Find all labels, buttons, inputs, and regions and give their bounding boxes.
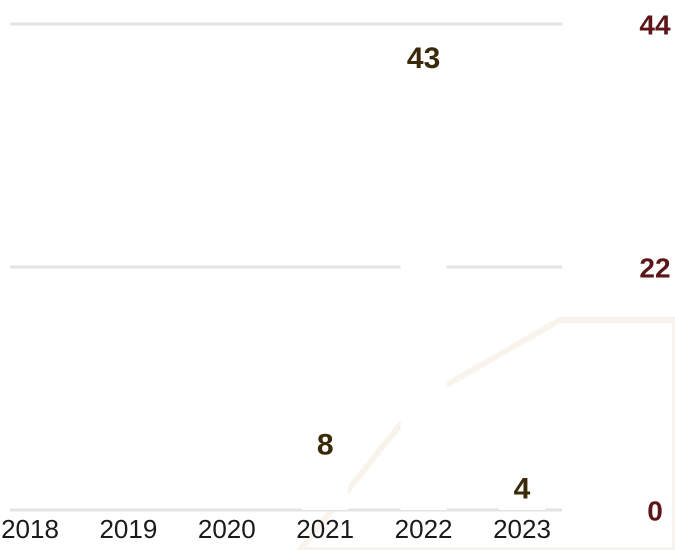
x-tick-label: 2019	[99, 514, 157, 544]
bar	[499, 465, 545, 510]
value-label: 43	[407, 42, 440, 75]
x-tick-label: 2020	[198, 514, 256, 544]
x-tick-label: 2022	[395, 514, 453, 544]
bar	[400, 35, 447, 510]
x-tick-label: 2021	[296, 514, 354, 544]
value-label: 4	[514, 473, 531, 506]
x-tick-label: 2018	[1, 514, 59, 544]
y-tick-label: 22	[639, 252, 670, 283]
value-label: 8	[317, 429, 334, 462]
x-tick-label: 2023	[493, 514, 551, 544]
bar	[302, 421, 349, 510]
y-tick-label: 0	[647, 495, 663, 526]
watermark	[296, 317, 675, 550]
y-tick-label: 44	[639, 9, 671, 40]
